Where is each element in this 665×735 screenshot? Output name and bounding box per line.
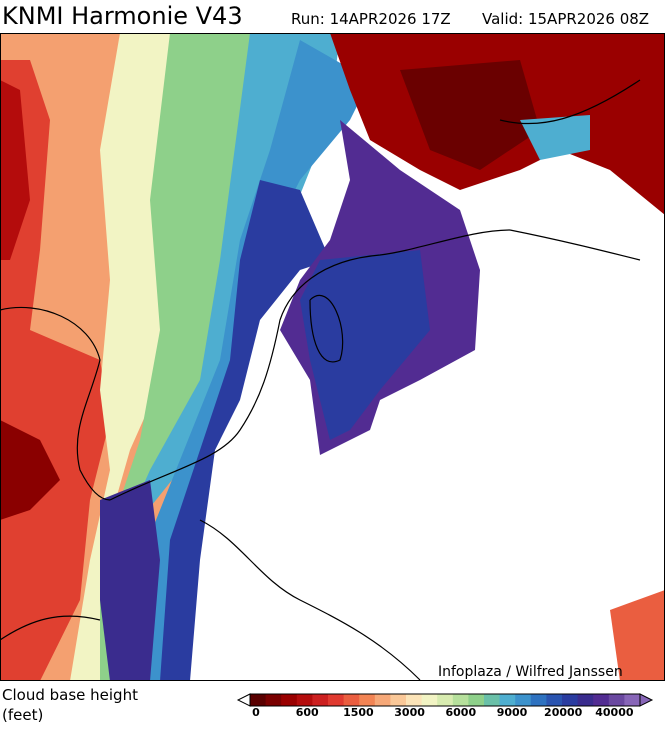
colorbar-swatch	[484, 694, 501, 706]
colorbar-swatch	[546, 694, 563, 706]
credit: Infoplaza / Wilfred Janssen	[438, 664, 623, 680]
colorbar-swatch	[359, 694, 376, 706]
title: KNMI Harmonie V43	[2, 2, 243, 30]
colorbar-tick-label: 600	[296, 706, 319, 719]
colorbar-swatch	[577, 694, 594, 706]
colorbar-tick-label: 1500	[343, 706, 374, 719]
legend-unit: (feet)	[2, 706, 43, 724]
colorbar-swatch	[406, 694, 423, 706]
map	[0, 33, 665, 681]
colorbar-swatch	[390, 694, 407, 706]
colorbar-frame	[249, 693, 641, 707]
colorbar-swatch	[265, 694, 282, 706]
colorbar-tick-label: 9000	[497, 706, 528, 719]
colorbar-swatch	[312, 694, 329, 706]
colorbar-swatch	[437, 694, 454, 706]
colorbar-swatch	[515, 694, 532, 706]
colorbar-tick-label: 0	[252, 706, 260, 719]
colorbar-arrow-left	[236, 693, 251, 707]
colorbar-swatch	[452, 694, 469, 706]
colorbar-swatch	[281, 694, 298, 706]
colorbar-swatch	[593, 694, 610, 706]
colorbar-swatch	[468, 694, 485, 706]
colorbar-swatch	[343, 694, 360, 706]
legend-title: Cloud base height	[2, 686, 138, 704]
run-time: Run: 14APR2026 17Z	[291, 10, 451, 28]
colorbar-swatch	[530, 694, 547, 706]
colorbar-tick-label: 6000	[445, 706, 476, 719]
colorbar: 0 600 1500 3000 6000 9000 20000 40000	[236, 693, 654, 719]
colorbar-swatch	[250, 694, 267, 706]
colorbar-swatch	[421, 694, 438, 706]
colorbar-swatch	[296, 694, 313, 706]
colorbar-swatch	[624, 694, 641, 706]
colorbar-tick-label: 40000	[595, 706, 634, 719]
colorbar-tick-label: 3000	[394, 706, 425, 719]
colorbar-swatch	[562, 694, 579, 706]
colorbar-swatch	[608, 694, 625, 706]
colorbar-tick-label: 20000	[544, 706, 583, 719]
colorbar-arrow-right	[639, 693, 654, 707]
valid-time: Valid: 15APR2026 08Z	[482, 10, 649, 28]
colorbar-swatch	[499, 694, 516, 706]
colorbar-swatch	[328, 694, 345, 706]
colorbar-swatch	[374, 694, 391, 706]
